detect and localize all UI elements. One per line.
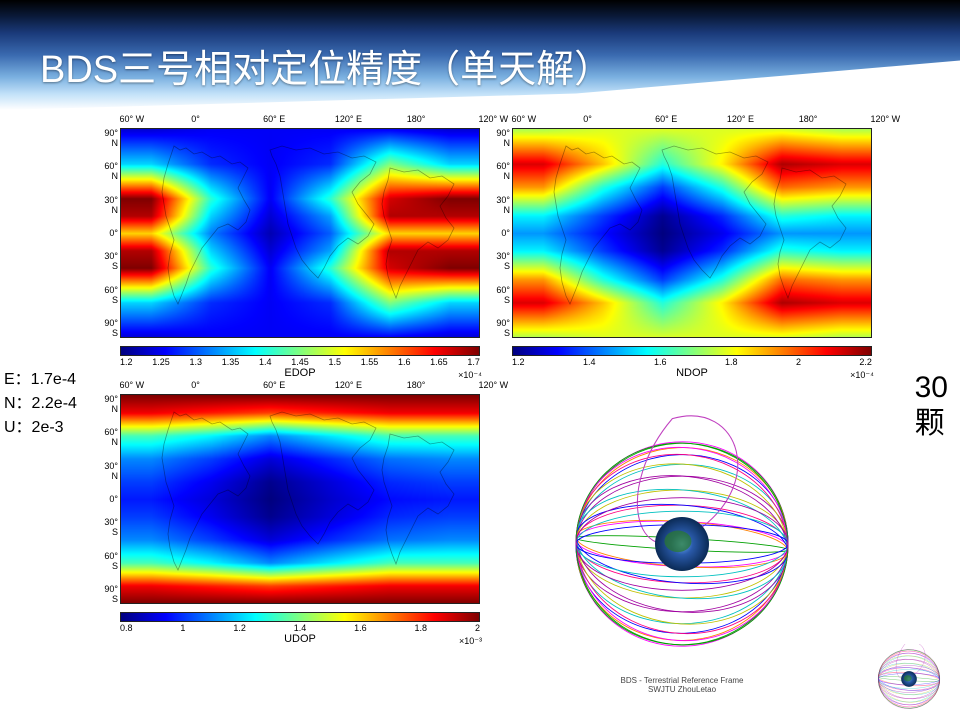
sat-count-unit: 颗 xyxy=(915,406,948,442)
cell-edop: 90° N60° N30° N0°30° S60° S90° S60° W0°6… xyxy=(100,128,480,388)
satellite-count: 30 颗 xyxy=(915,370,948,442)
heatmap-UDOP xyxy=(120,394,480,604)
heatmap-NDOP xyxy=(512,128,872,338)
cell-ndop: 90° N60° N30° N0°30° S60° S90° S60° W0°6… xyxy=(492,128,872,388)
heatmap-EDOP xyxy=(120,128,480,338)
cell-orbit: BDS - Terrestrial Reference Frame SWJTU … xyxy=(492,394,872,694)
chart-grid: 90° N60° N30° N0°30° S60° S90° S60° W0°6… xyxy=(100,128,880,694)
orbit-diagram xyxy=(532,409,832,679)
precision-N: N：2.2e-4 xyxy=(4,392,77,416)
precision-values: E：1.7e-4 N：2.2e-4 U：2e-3 xyxy=(4,368,77,440)
precision-E: E：1.7e-4 xyxy=(4,368,77,392)
mini-orbit-icon xyxy=(864,644,954,714)
sat-count-number: 30 xyxy=(915,370,948,406)
cell-udop: 90° N60° N30° N0°30° S60° S90° S60° W0°6… xyxy=(100,394,480,694)
precision-U: U：2e-3 xyxy=(4,416,77,440)
orbit-caption: BDS - Terrestrial Reference Frame SWJTU … xyxy=(621,676,744,694)
page-title: BDS三号相对定位精度（单天解） xyxy=(40,38,612,93)
